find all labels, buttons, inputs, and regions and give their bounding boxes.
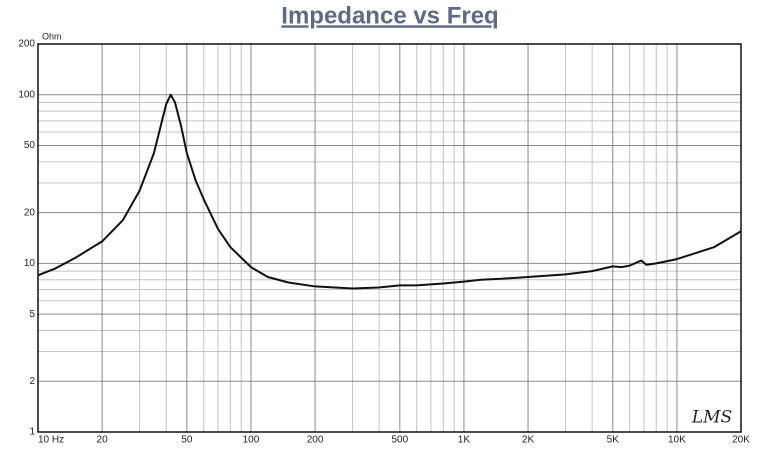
y-unit: Ohm <box>42 31 62 41</box>
x-tick-label: 10 Hz <box>38 435 64 446</box>
x-tick-label: 200 <box>307 435 324 446</box>
x-tick-label: 20 <box>97 435 109 446</box>
x-tick-label: 2K <box>522 435 535 446</box>
x-tick-label: 50 <box>181 435 193 446</box>
y-tick-label: 50 <box>24 140 36 151</box>
chart-title: Impedance vs Freq <box>281 2 498 29</box>
watermark: LMS <box>691 408 732 428</box>
y-tick-label: 20 <box>24 207 36 218</box>
x-tick-label: 100 <box>243 435 260 446</box>
y-tick-label: 10 <box>24 258 36 269</box>
y-tick-label: 5 <box>29 309 35 320</box>
y-tick-label: 2 <box>29 376 35 387</box>
x-tick-label: 1K <box>458 435 471 446</box>
x-tick-label: 10K <box>668 435 686 446</box>
x-tick-label: 5K <box>607 435 620 446</box>
impedance-curve <box>37 93 742 290</box>
x-tick-label: 20K <box>732 435 750 446</box>
plot-frame <box>37 43 742 433</box>
x-tick-label: 500 <box>391 435 408 446</box>
y-tick-label: 1 <box>29 427 35 438</box>
y-tick-label: 200 <box>18 39 35 50</box>
y-tick-label: 100 <box>18 89 35 100</box>
